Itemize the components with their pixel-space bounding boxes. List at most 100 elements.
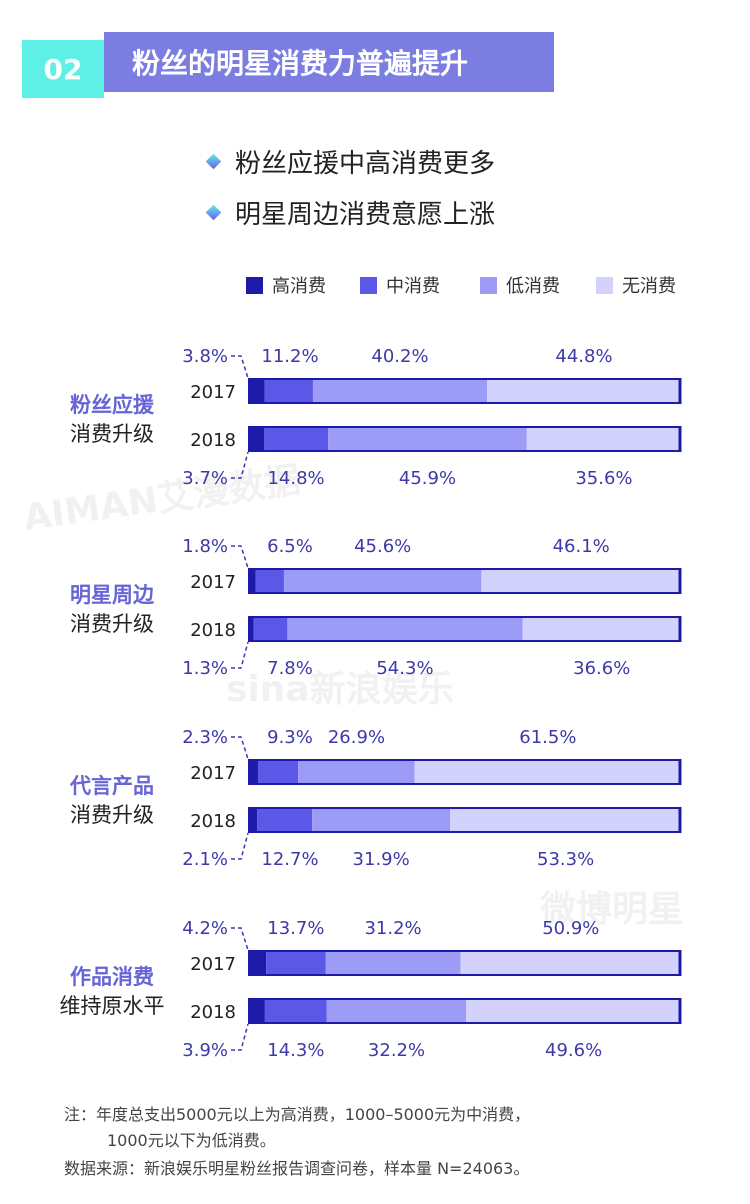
data-label: 31.2% — [364, 918, 421, 939]
section-title: 粉丝的明星消费力普遍提升 — [104, 32, 554, 92]
bar-segment — [248, 807, 258, 833]
data-label: 14.8% — [267, 468, 324, 489]
bar-segment — [312, 378, 488, 404]
bar-segment — [487, 378, 681, 404]
leader-line — [231, 736, 249, 760]
bar-segment — [248, 378, 265, 404]
bar-segment — [326, 998, 467, 1024]
leader-line — [231, 545, 249, 569]
data-label: 3.7% — [182, 468, 228, 489]
data-label: 11.2% — [261, 346, 318, 367]
watermark-weibo: 微博明星 — [540, 889, 685, 930]
legend-label: 高消费 — [272, 276, 326, 297]
bar-segment — [450, 807, 681, 833]
legend-swatch — [596, 277, 613, 294]
group-label-primary: 粉丝应援 — [70, 393, 155, 417]
data-label: 32.2% — [368, 1040, 425, 1061]
bullet-point-2: 明星周边消费意愿上涨 — [205, 194, 495, 231]
leader-line — [231, 451, 249, 479]
data-label: 36.6% — [573, 658, 630, 679]
year-label: 2018 — [190, 430, 236, 451]
legend-swatch — [480, 277, 497, 294]
data-label: 6.5% — [267, 536, 313, 557]
data-label: 9.3% — [267, 727, 313, 748]
bar-segment — [248, 426, 265, 452]
note-line-1: 注：年度总支出5000元以上为高消费，1000–5000元为中消费， — [64, 1105, 531, 1124]
bar-segment — [287, 616, 523, 642]
data-label: 49.6% — [545, 1040, 602, 1061]
data-label: 50.9% — [542, 918, 599, 939]
bar-segment — [248, 616, 254, 642]
data-label: 3.8% — [182, 346, 228, 367]
bar-segment — [298, 759, 415, 785]
data-label: 1.8% — [182, 536, 228, 557]
bar-segment — [248, 998, 265, 1024]
section-number: 02 — [22, 40, 104, 98]
data-label: 12.7% — [261, 849, 318, 870]
data-label: 2.1% — [182, 849, 228, 870]
bar-segment — [248, 759, 258, 785]
bar-segment — [266, 950, 326, 976]
data-label: 13.7% — [267, 918, 324, 939]
legend-swatch — [360, 277, 377, 294]
data-label: 31.9% — [353, 849, 410, 870]
bar-segment — [248, 568, 256, 594]
leader-line — [231, 1023, 249, 1051]
bar-segment — [522, 616, 681, 642]
bullet-text-1: 粉丝应援中高消费更多 — [235, 149, 496, 179]
data-label: 1.3% — [182, 658, 228, 679]
data-label: 45.9% — [399, 468, 456, 489]
bar-segment — [414, 759, 681, 785]
year-label: 2017 — [190, 572, 236, 593]
legend-swatch — [246, 277, 263, 294]
data-label: 7.8% — [267, 658, 313, 679]
bar-segment — [253, 616, 288, 642]
data-label: 44.8% — [555, 346, 612, 367]
data-label: 4.2% — [182, 918, 228, 939]
group-label-secondary: 消费升级 — [70, 612, 154, 636]
group-label-primary: 作品消费 — [70, 965, 154, 989]
data-label: 54.3% — [376, 658, 433, 679]
year-label: 2017 — [190, 954, 236, 975]
legend-label: 中消费 — [386, 276, 440, 297]
bar-segment — [466, 998, 681, 1024]
group-label-primary: 明星周边 — [70, 583, 155, 607]
legend-label: 无消费 — [622, 276, 676, 297]
bar-segment — [283, 568, 482, 594]
leader-line — [231, 927, 249, 951]
group-label-secondary: 消费升级 — [70, 803, 154, 827]
leader-line — [231, 832, 249, 860]
watermark-sina: sina新浪娱乐 — [226, 669, 454, 710]
year-label: 2017 — [190, 763, 236, 784]
bar-segment — [257, 759, 299, 785]
year-label: 2017 — [190, 382, 236, 403]
bar-segment — [257, 807, 313, 833]
data-label: 26.9% — [328, 727, 385, 748]
year-label: 2018 — [190, 1002, 236, 1023]
bar-segment — [325, 950, 461, 976]
data-source: 数据来源：新浪娱乐明星粉丝报告调查问卷，样本量 N=24063。 — [64, 1159, 530, 1178]
data-label: 40.2% — [371, 346, 428, 367]
bar-segment — [481, 568, 681, 594]
data-label: 3.9% — [182, 1040, 228, 1061]
bar-segment — [264, 998, 327, 1024]
data-label: 14.3% — [267, 1040, 324, 1061]
year-label: 2018 — [190, 811, 236, 832]
bar-segment — [248, 950, 267, 976]
group-label-secondary: 消费升级 — [70, 422, 154, 446]
data-label: 2.3% — [182, 727, 228, 748]
bar-segment — [526, 426, 681, 452]
bar-segment — [264, 426, 329, 452]
data-label: 53.3% — [537, 849, 594, 870]
data-label: 46.1% — [553, 536, 610, 557]
data-label: 61.5% — [519, 727, 576, 748]
year-label: 2018 — [190, 620, 236, 641]
bar-segment — [312, 807, 451, 833]
data-label: 45.6% — [354, 536, 411, 557]
group-label-primary: 代言产品 — [69, 774, 154, 798]
bar-segment — [255, 568, 284, 594]
leader-line — [231, 355, 249, 379]
bar-segment — [460, 950, 681, 976]
note-line-2: 1000元以下为低消费。 — [107, 1131, 276, 1150]
bar-segment — [264, 378, 313, 404]
